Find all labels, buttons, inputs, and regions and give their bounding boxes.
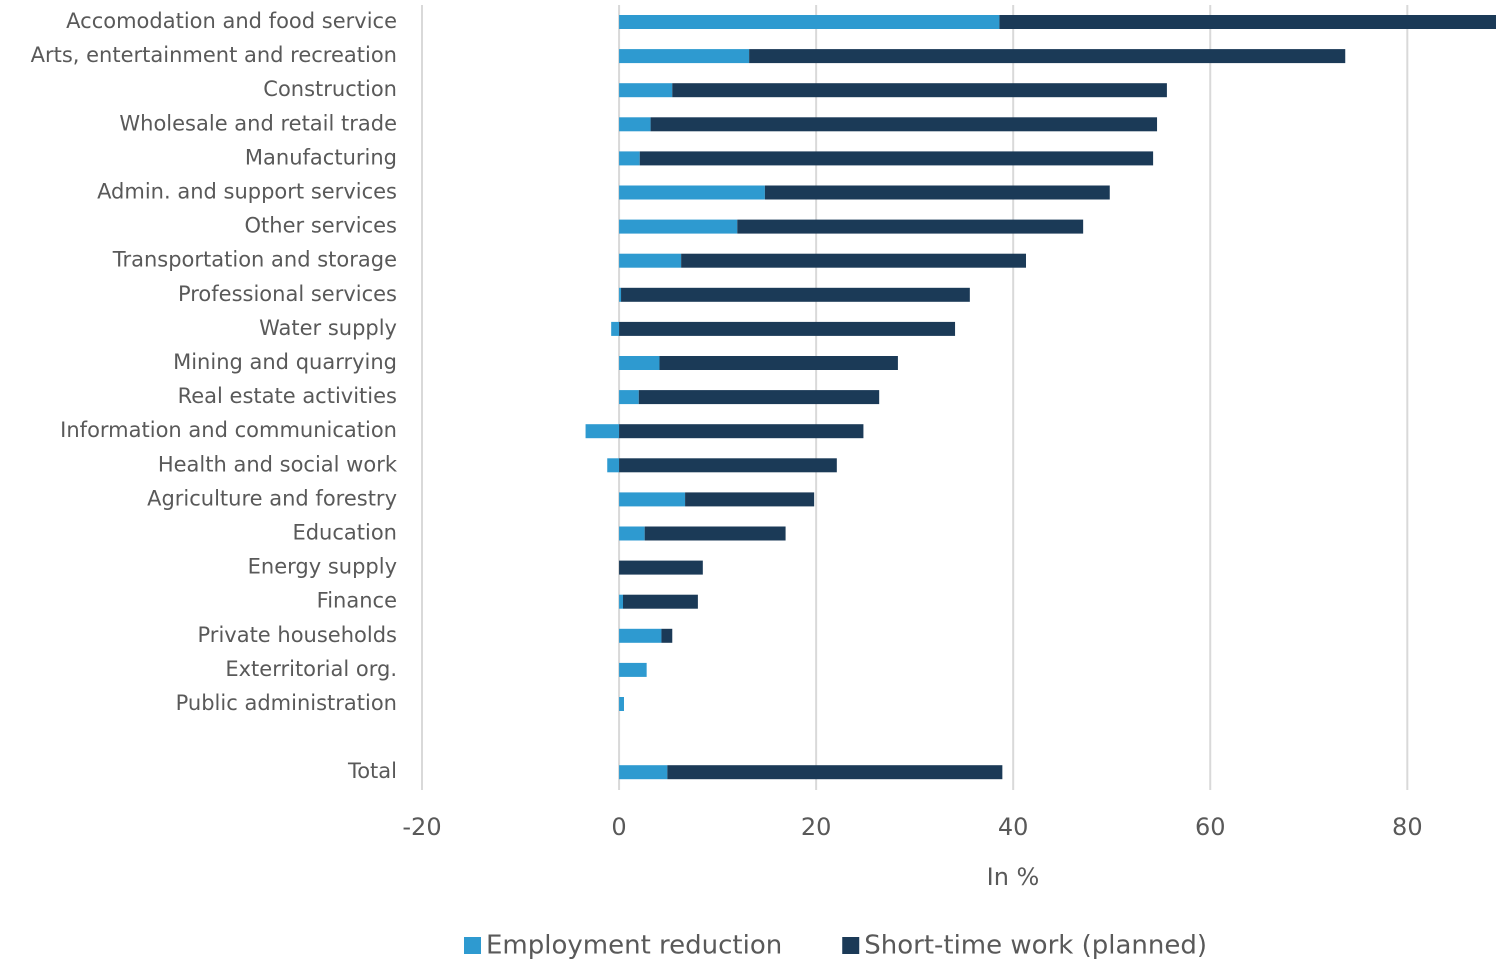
bar-segment <box>619 49 750 64</box>
bar-segment <box>619 560 703 575</box>
bar-segment <box>619 424 864 439</box>
bar-segment <box>619 492 686 507</box>
bar-segment <box>661 628 673 643</box>
x-tick-label: -20 <box>402 813 441 841</box>
bar-segment <box>619 526 645 541</box>
category-label: Real estate activities <box>178 384 397 408</box>
category-label: Other services <box>245 214 397 238</box>
category-label: Admin. and support services <box>97 180 397 204</box>
bar-segment <box>639 151 1154 166</box>
bar-segment <box>764 185 1110 200</box>
category-label: Finance <box>317 589 397 613</box>
bar-segment <box>681 253 1027 268</box>
bar-segment <box>619 253 682 268</box>
bar-segment <box>619 15 1000 29</box>
bar-segment <box>619 151 640 166</box>
bar-segment <box>650 117 1158 132</box>
legend-swatch <box>464 937 481 954</box>
category-label: Accomodation and food service <box>66 9 397 33</box>
category-label: Exterritorial org. <box>225 657 397 681</box>
bar-segment <box>619 185 765 200</box>
x-tick-label: 0 <box>611 813 626 841</box>
bar-segment <box>638 390 880 405</box>
x-tick-label: 40 <box>998 813 1029 841</box>
bar-segment <box>623 594 698 609</box>
category-label: Total <box>347 759 397 783</box>
x-tick-label: 60 <box>1195 813 1226 841</box>
category-label: Water supply <box>259 316 397 340</box>
category-label: Private households <box>198 623 397 647</box>
bar-segment <box>619 117 651 132</box>
bar-segment <box>619 765 668 780</box>
category-label: Arts, entertainment and recreation <box>31 43 397 67</box>
category-label: Wholesale and retail trade <box>119 111 397 135</box>
bar-segment <box>619 594 624 609</box>
bar-segment <box>644 526 786 541</box>
legend-swatch <box>842 937 860 954</box>
bar-segment <box>659 356 898 370</box>
category-label: Information and communication <box>60 418 397 442</box>
category-label: Agriculture and forestry <box>147 486 397 510</box>
bar-segment <box>685 492 815 507</box>
bar-segment <box>749 49 1346 64</box>
category-label: Transportation and storage <box>112 248 397 272</box>
category-label: Public administration <box>176 691 397 715</box>
bar-segment <box>619 697 624 711</box>
bar-segment <box>619 287 622 302</box>
category-label: Manufacturing <box>245 145 397 169</box>
x-tick-label: 80 <box>1392 813 1423 841</box>
bar-segment <box>619 390 639 405</box>
x-axis-label: In % <box>987 863 1040 891</box>
bar-segment <box>619 83 673 98</box>
bar-segment <box>585 424 620 439</box>
legend-label: Employment reduction <box>486 931 782 960</box>
category-label: Health and social work <box>158 452 398 476</box>
bar-segment <box>621 287 970 302</box>
bar-segment <box>737 219 1084 234</box>
category-label: Mining and quarrying <box>173 350 397 374</box>
bar-segment <box>607 458 620 473</box>
bar-segment <box>619 321 956 336</box>
bar-segment <box>999 15 1496 29</box>
bar-segment <box>619 458 837 473</box>
category-label: Construction <box>263 77 397 101</box>
bar-segment <box>611 321 620 336</box>
bar-segment <box>672 83 1167 98</box>
bar-segment <box>619 662 647 677</box>
bar-segment <box>619 356 660 370</box>
category-label: Education <box>292 521 397 545</box>
x-tick-label: 20 <box>801 813 832 841</box>
category-label: Energy supply <box>248 555 397 579</box>
bar-segment <box>667 765 1003 780</box>
category-label: Professional services <box>178 282 397 306</box>
legend-label: Short-time work (planned) <box>864 931 1207 960</box>
bar-segment <box>619 219 738 234</box>
bar-segment <box>619 628 662 643</box>
